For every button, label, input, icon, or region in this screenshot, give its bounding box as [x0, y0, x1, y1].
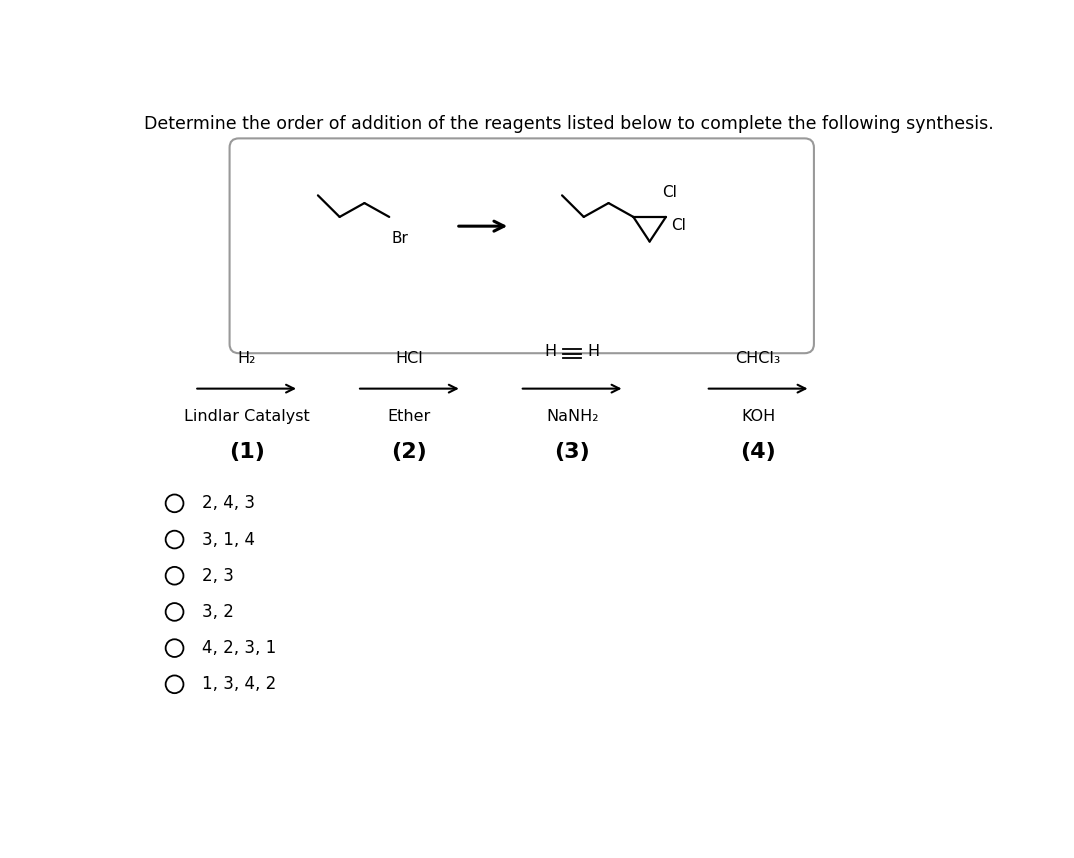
Text: (2): (2): [392, 442, 427, 462]
Text: (3): (3): [554, 442, 590, 462]
Text: 4, 2, 3, 1: 4, 2, 3, 1: [203, 639, 277, 657]
Text: H: H: [545, 343, 556, 359]
Text: 2, 4, 3: 2, 4, 3: [203, 494, 256, 512]
Text: 1, 3, 4, 2: 1, 3, 4, 2: [203, 675, 277, 693]
Text: Determine the order of addition of the reagents listed below to complete the fol: Determine the order of addition of the r…: [144, 115, 993, 133]
Text: (4): (4): [740, 442, 777, 462]
Text: Lindlar Catalyst: Lindlar Catalyst: [184, 409, 309, 425]
Text: (1): (1): [229, 442, 264, 462]
Text: HCl: HCl: [395, 351, 423, 366]
Text: NaNH₂: NaNH₂: [546, 409, 598, 425]
Text: 3, 2: 3, 2: [203, 603, 234, 621]
Text: Br: Br: [392, 231, 408, 245]
Text: H: H: [587, 343, 600, 359]
Text: Cl: Cl: [662, 185, 677, 200]
Text: 2, 3: 2, 3: [203, 567, 234, 585]
Text: Ether: Ether: [388, 409, 431, 425]
Text: H₂: H₂: [237, 351, 256, 366]
Text: Cl: Cl: [671, 219, 686, 233]
Text: 3, 1, 4: 3, 1, 4: [203, 530, 256, 548]
Text: CHCl₃: CHCl₃: [736, 351, 781, 366]
Text: KOH: KOH: [741, 409, 775, 425]
FancyBboxPatch shape: [230, 138, 814, 353]
